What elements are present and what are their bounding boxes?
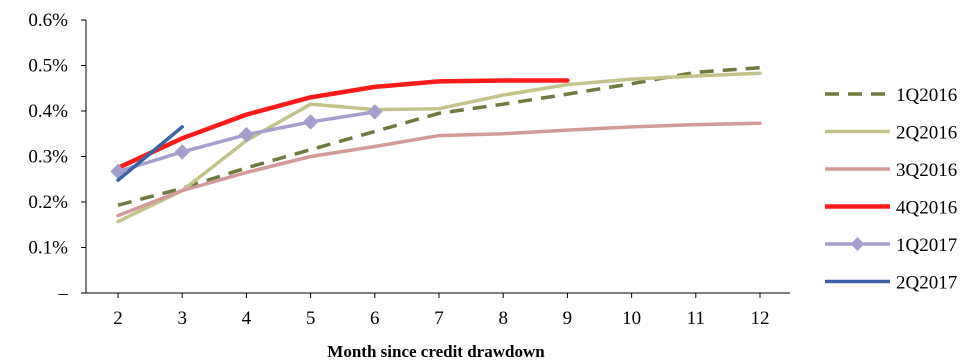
data-point-1q2017 [367, 104, 383, 120]
legend-label-1q2016: 1Q2016 [896, 85, 957, 106]
x-tick-label: 6 [370, 308, 380, 329]
series-line-3q2016 [116, 121, 762, 218]
legend-label-2q2017: 2Q2017 [896, 273, 957, 294]
x-tick-label: 7 [434, 308, 444, 329]
series-line-2q2016 [116, 71, 762, 224]
data-point-1q2017 [174, 144, 190, 160]
x-tick-label: 9 [563, 308, 573, 329]
x-tick-label: 10 [622, 308, 641, 329]
x-tick-label: 12 [751, 308, 770, 329]
y-tick-label: 0.6% [28, 10, 68, 31]
y-tick-label: 0.5% [28, 56, 68, 77]
y-tick-label: 0.1% [28, 238, 68, 259]
series-line-1q2016 [117, 66, 761, 207]
y-tick-label: 0.4% [28, 101, 68, 122]
x-tick-label: 3 [177, 308, 187, 329]
x-tick-label: 5 [306, 308, 316, 329]
legend-marker-1q2017 [850, 237, 865, 251]
x-tick-label: 2 [113, 308, 123, 329]
series-lines [110, 66, 762, 224]
legend-label-2q2016: 2Q2016 [896, 123, 957, 144]
series-line-2q2017 [116, 125, 184, 182]
legend-label-4q2016: 4Q2016 [896, 198, 957, 219]
x-tick-labels: 2 3 4 5 6 7 8 9 10 11 12 [113, 293, 770, 329]
legend: 1Q2016 2Q2016 3Q2016 4Q2016 1Q2017 2Q2017 [825, 85, 957, 294]
x-tick-label: 4 [242, 308, 252, 329]
y-tick-labels: – 0.1% 0.2% 0.3% 0.4% 0.5% 0.6% [28, 10, 86, 304]
x-tick-label: 11 [687, 308, 705, 329]
x-axis-label: Month since credit drawdown [327, 342, 545, 361]
x-tick-label: 8 [498, 308, 508, 329]
y-tick-label: 0.2% [28, 192, 68, 213]
y-tick-label: 0.3% [28, 147, 68, 168]
legend-label-1q2017: 1Q2017 [896, 235, 957, 256]
chart-axes [85, 20, 790, 294]
series-line-4q2016 [115, 78, 570, 171]
data-point-1q2017 [238, 126, 255, 143]
legend-label-3q2016: 3Q2016 [896, 160, 957, 181]
data-point-1q2017 [302, 114, 319, 130]
y-tick-label: – [58, 283, 69, 304]
